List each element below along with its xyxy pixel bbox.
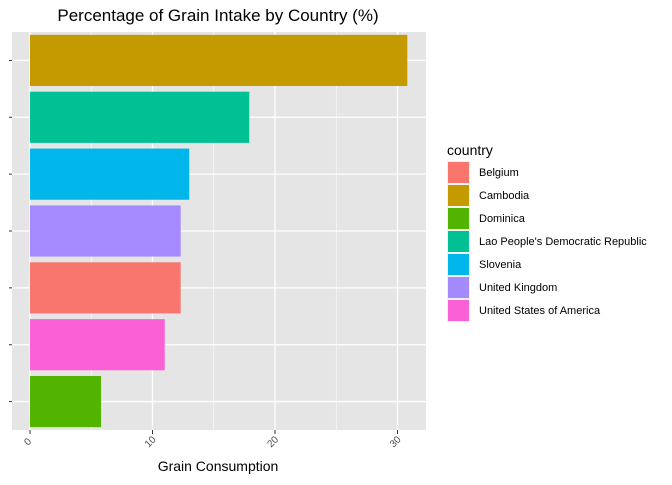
legend-label-belgium: Belgium: [479, 167, 519, 179]
x-axis-label: Grain Consumption: [158, 458, 279, 474]
bar-slovenia: [30, 148, 190, 200]
legend-label-slovenia: Slovenia: [479, 259, 522, 271]
legend-swatch-dominica: [448, 208, 469, 229]
x-tick-label: 30: [388, 434, 404, 450]
bar-united-kingdom: [30, 205, 181, 257]
bar-cambodia: [30, 34, 408, 87]
legend-swatch-lao-people-s-democratic-republic: [448, 231, 469, 252]
legend-entries: Belgium Cambodia Dominica Lao People's Demo…: [447, 161, 647, 322]
bar-lao-people-s-democratic-republic: [30, 91, 250, 143]
legend-swatch-belgium: [448, 162, 469, 183]
chart-title: Percentage of Grain Intake by Country (%…: [57, 6, 378, 25]
x-tick-label: 20: [265, 434, 281, 450]
x-axis-ticks: 0 10 20 30: [22, 430, 404, 450]
bars-group: [9, 34, 408, 428]
bar-belgium: [30, 262, 181, 314]
legend-label-lao-people-s-democratic-republic: Lao People's Democratic Republic: [479, 236, 647, 248]
legend-label-united-states-of-america: United States of America: [479, 305, 601, 317]
bar-united-states-of-america: [30, 319, 165, 371]
legend-swatch-cambodia: [448, 185, 469, 206]
legend-swatch-slovenia: [448, 254, 469, 275]
legend-label-dominica: Dominica: [479, 213, 526, 225]
legend-swatch-united-kingdom: [448, 277, 469, 298]
legend-label-united-kingdom: United Kingdom: [479, 282, 557, 294]
legend: country Belgium Cambodia Dominica Lao Peopl…: [447, 142, 647, 322]
legend-swatch-united-states-of-america: [448, 300, 469, 321]
legend-title: country: [447, 142, 493, 158]
x-tick-label: 10: [143, 434, 159, 450]
bar-dominica: [30, 375, 102, 428]
x-tick-label: 0: [22, 436, 34, 448]
legend-label-cambodia: Cambodia: [479, 190, 530, 202]
